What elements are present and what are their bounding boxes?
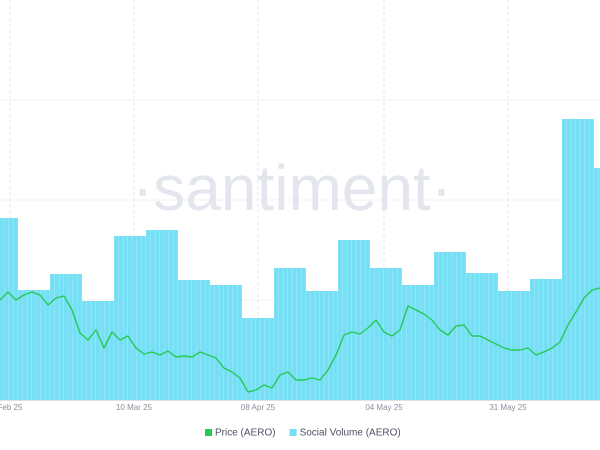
x-tick-label: 31 May 25 (489, 403, 527, 412)
bar-texture (498, 291, 530, 400)
bar-texture (370, 268, 402, 400)
bar-texture (402, 285, 434, 400)
bar-texture (562, 119, 594, 400)
bar-texture (242, 318, 274, 400)
lines (0, 287, 600, 393)
bar-texture (530, 279, 562, 400)
bar-texture (338, 240, 370, 400)
bar-texture (178, 280, 210, 400)
legend-label: Social Volume (AERO) (300, 428, 401, 439)
bar-texture (82, 301, 114, 400)
bar-texture (274, 268, 306, 400)
legend: Price (AERO) Social Volume (AERO) (205, 428, 401, 439)
bar-texture (306, 291, 338, 400)
bar-texture (146, 230, 178, 400)
bar-texture (0, 218, 18, 400)
legend-swatch (289, 429, 297, 436)
price-line (0, 287, 600, 393)
x-tick-label: Feb 25 (0, 403, 23, 412)
x-tick-label: 10 Mar 25 (116, 403, 153, 412)
bar-texture (18, 290, 50, 400)
legend-label: Price (AERO) (215, 428, 276, 439)
x-ticks: Feb 25 10 Mar 25 08 Apr 25 04 May 25 31 May … (0, 403, 527, 412)
bar-texture (210, 285, 242, 400)
legend-swatch (205, 429, 212, 436)
x-tick-label: 04 May 25 (365, 403, 403, 412)
bar-texture (594, 168, 600, 400)
bars (0, 119, 600, 400)
bar-texture (50, 274, 82, 400)
x-tick-label: 08 Apr 25 (241, 403, 276, 412)
bar-texture (114, 236, 146, 400)
watermark: ·santiment· (132, 152, 452, 224)
